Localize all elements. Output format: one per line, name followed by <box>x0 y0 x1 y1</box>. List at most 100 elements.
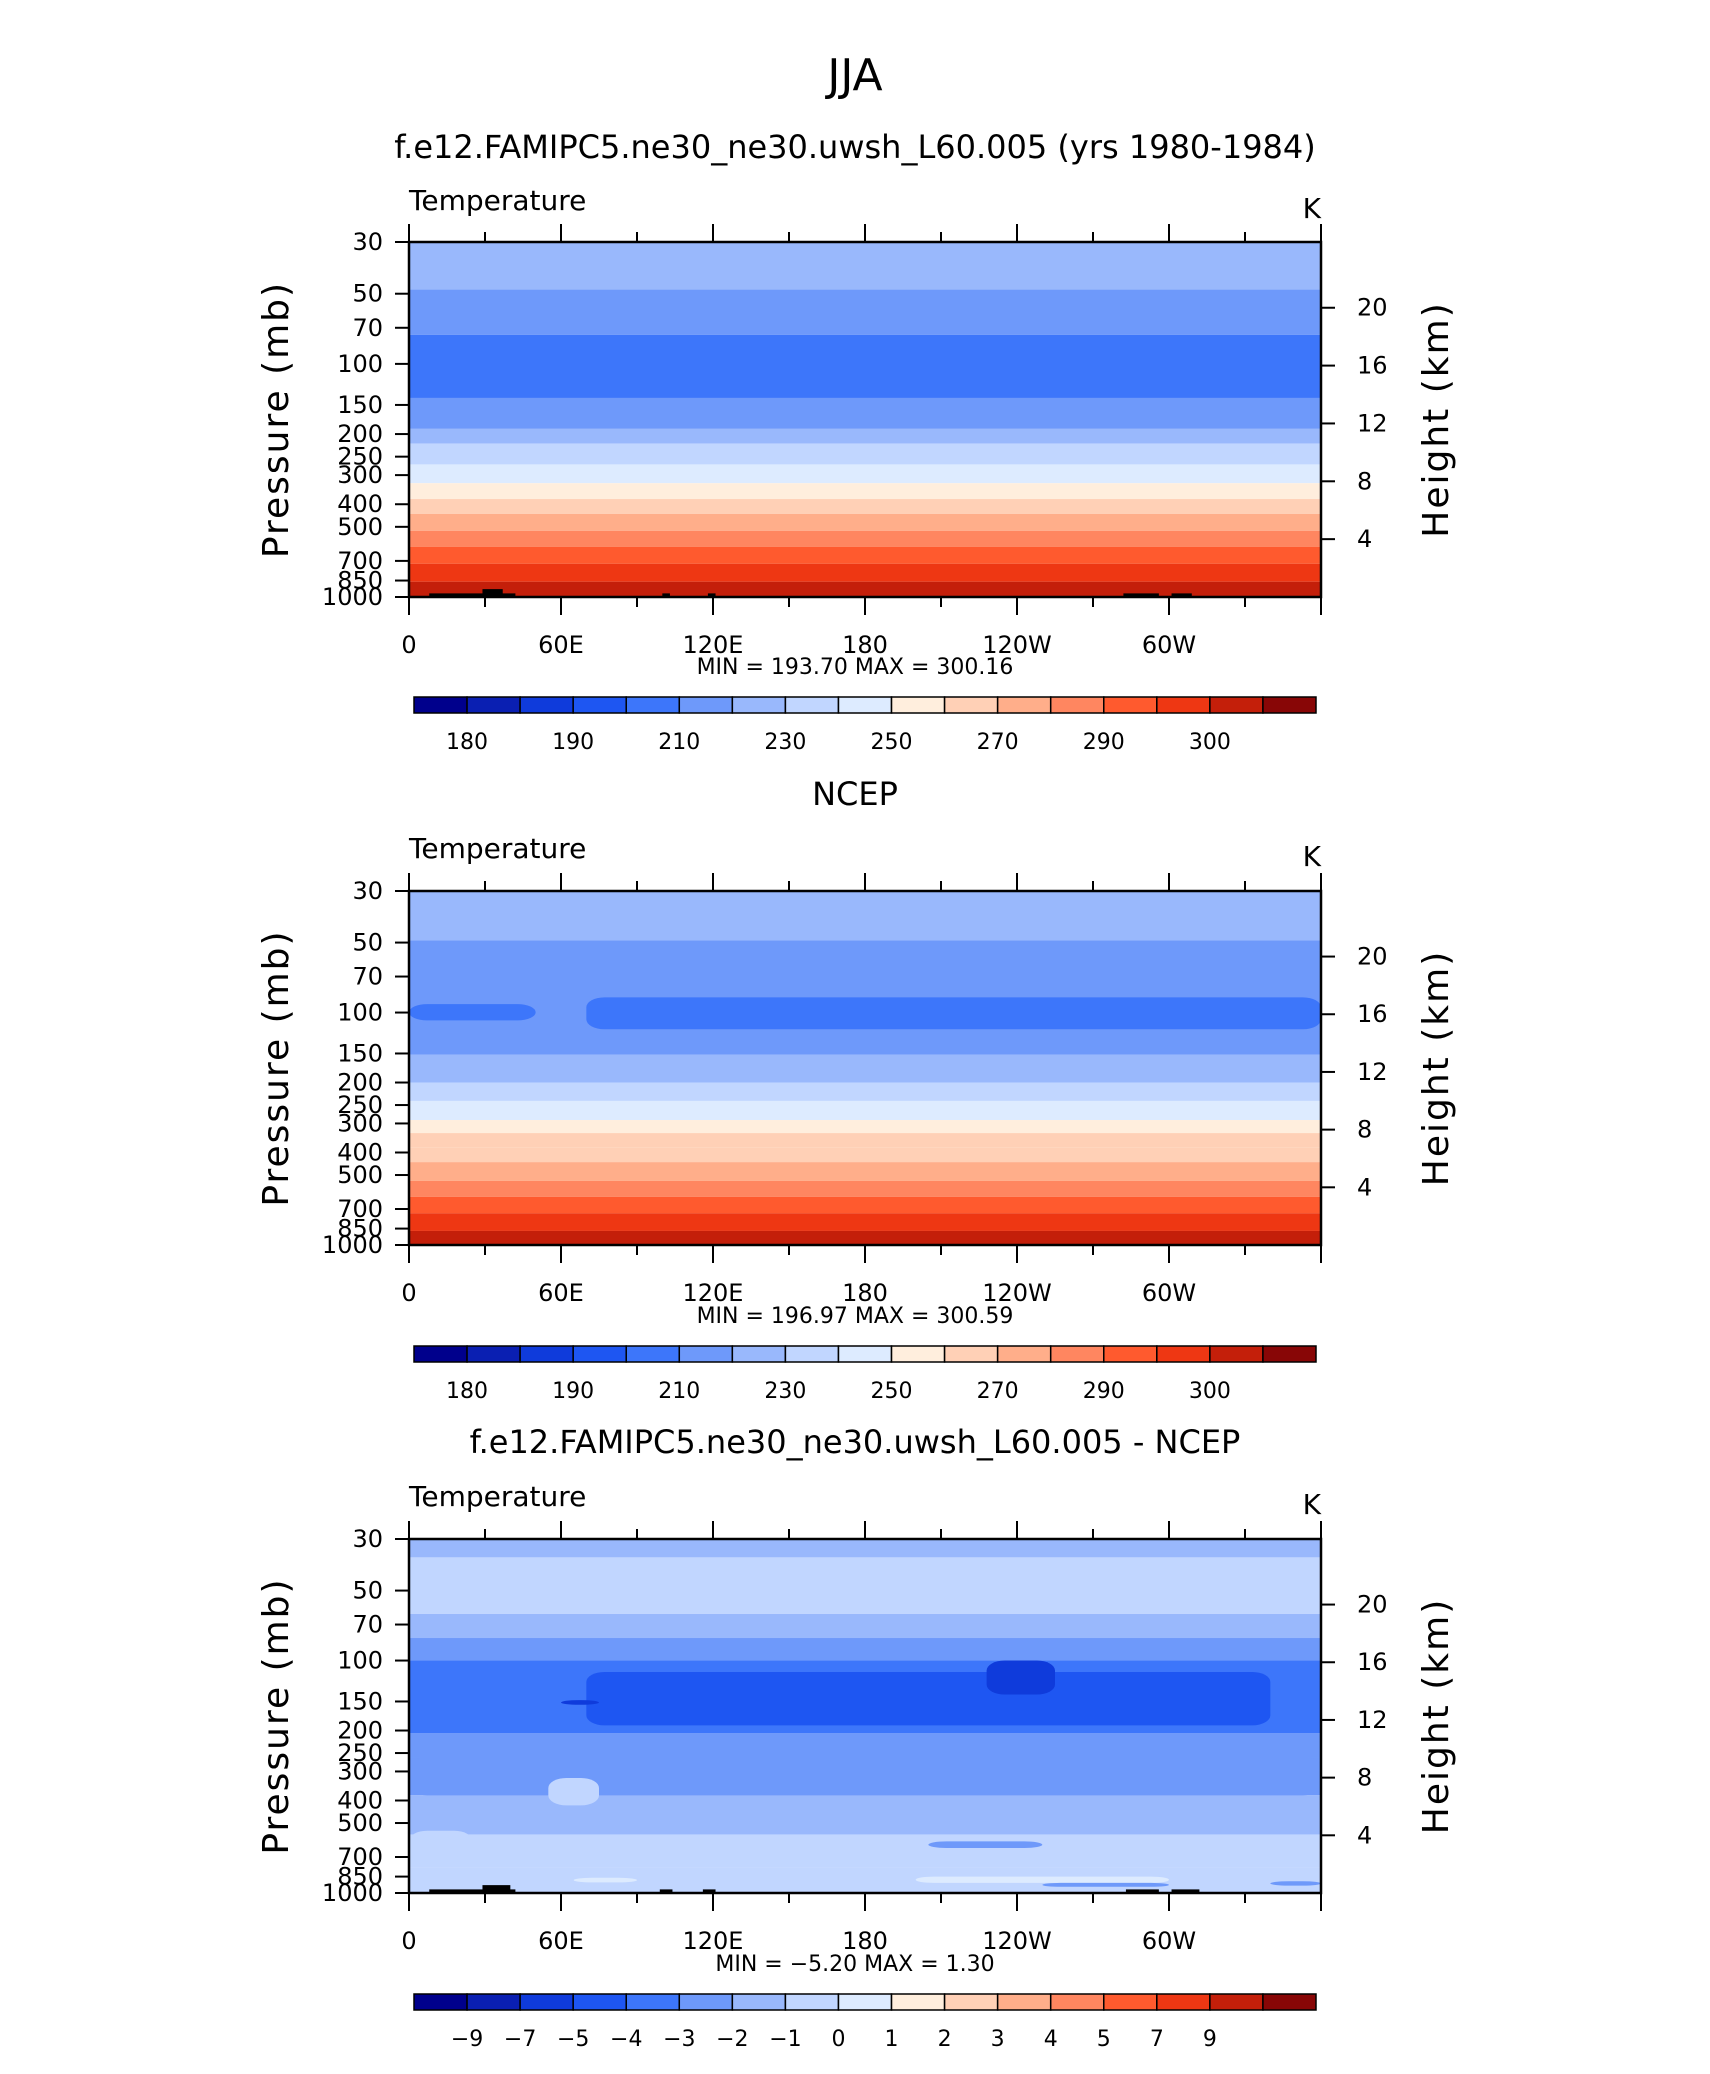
contour-band <box>409 334 1321 398</box>
topography-mask <box>659 1889 673 1893</box>
y2-tick-label: 20 <box>1357 1591 1388 1619</box>
x-tick-label: 60E <box>538 1279 584 1307</box>
topography-mask <box>482 589 503 597</box>
contour-band <box>409 513 1321 531</box>
contour-patch <box>586 1671 1271 1726</box>
colorbar-label: −9 <box>451 2027 483 2052</box>
colorbar-swatch <box>731 696 787 714</box>
x-tick-label: 120W <box>982 631 1052 659</box>
colorbar-swatch <box>413 1993 468 2011</box>
contour-patch <box>548 1777 599 1806</box>
y2-tick-label: 8 <box>1357 1764 1372 1792</box>
units-label: K <box>1303 840 1322 873</box>
colorbar-label: 230 <box>764 1379 806 1404</box>
colorbar-swatch <box>625 1345 681 1363</box>
panels: f.e12.FAMIPC5.ne30_ne30.uwsh_L60.005 (yr… <box>256 128 1457 2052</box>
y-tick-label: 50 <box>352 929 383 957</box>
topography-mask <box>482 1885 511 1893</box>
contour-band <box>409 581 1321 597</box>
colorbar-swatch <box>572 1345 627 1363</box>
colorbar-swatch <box>519 696 574 714</box>
colorbar-swatch <box>466 1993 521 2011</box>
y-tick-label: 70 <box>352 314 383 342</box>
contour-band <box>409 289 1321 335</box>
contour-band <box>409 1638 1321 1661</box>
x-tick-label: 120E <box>683 1279 744 1307</box>
x-tick-label: 180 <box>842 1927 888 1955</box>
panel-title: f.e12.FAMIPC5.ne30_ne30.uwsh_L60.005 (yr… <box>394 128 1316 166</box>
colorbar-label: 270 <box>977 730 1019 755</box>
colorbar-swatch <box>996 1993 1052 2011</box>
colorbar-label: 9 <box>1203 2027 1217 2052</box>
contour-patch <box>573 1877 637 1883</box>
contour-patch <box>1270 1881 1321 1886</box>
panel-1: f.e12.FAMIPC5.ne30_ne30.uwsh_L60.005 (yr… <box>256 128 1457 755</box>
contour-patch <box>409 1757 1321 1796</box>
contour-patch <box>915 1876 1169 1883</box>
plot-area <box>409 1539 1321 1893</box>
y-tick-label: 100 <box>337 999 383 1027</box>
colorbar-swatch <box>519 1345 574 1363</box>
contour-band <box>409 1733 1321 1758</box>
contour-band <box>409 1196 1321 1214</box>
colorbar-swatch <box>1156 1993 1211 2011</box>
y-tick-label: 30 <box>352 228 383 256</box>
panel-2: NCEP Temperature K 0 60E 120E 180 120W 60W 30 50 70… <box>256 775 1457 1404</box>
colorbar-label: −1 <box>769 2027 801 2052</box>
contour-band <box>409 397 1321 429</box>
colorbar-swatch <box>1156 696 1211 714</box>
colorbar-swatch <box>625 1993 681 2011</box>
colorbar-swatch <box>678 696 734 714</box>
y-tick-label: 300 <box>337 1757 383 1785</box>
contour-band <box>409 1557 1321 1614</box>
y-axis-title: Pressure (mb) <box>256 1577 297 1854</box>
panel-title: f.e12.FAMIPC5.ne30_ne30.uwsh_L60.005 - N… <box>470 1423 1241 1461</box>
colorbar-swatch <box>1209 696 1264 714</box>
y2-axis-title: Height (km) <box>1416 1598 1457 1834</box>
y-tick-label: 200 <box>337 1717 383 1745</box>
units-label: K <box>1303 1488 1322 1521</box>
topography-mask <box>662 593 670 597</box>
topography-mask <box>1171 1889 1200 1893</box>
y-tick-label: 500 <box>337 513 383 541</box>
colorbar-label: 230 <box>764 730 806 755</box>
topography-mask <box>1171 593 1192 597</box>
y-tick-label: 50 <box>352 280 383 308</box>
colorbar-swatch <box>890 696 946 714</box>
colorbar-swatch <box>1262 696 1317 714</box>
y2-tick-label: 20 <box>1357 294 1388 322</box>
contour-patch <box>928 1841 1043 1848</box>
colorbar-swatch <box>1049 1993 1105 2011</box>
y2-axis-title: Height (km) <box>1416 950 1457 1186</box>
colorbar-swatch <box>678 1993 734 2011</box>
x-tick-label: 0 <box>401 631 416 659</box>
colorbar-swatch <box>466 1345 521 1363</box>
contour-patch <box>409 1004 536 1021</box>
x-tick-label: 120W <box>982 1279 1052 1307</box>
min-max-label: MIN = 196.97 MAX = 300.59 <box>697 1304 1014 1329</box>
y-tick-label: 250 <box>337 1091 383 1119</box>
contour-patch <box>1042 1882 1169 1887</box>
x-tick-label: 120W <box>982 1927 1052 1955</box>
colorbar-swatch <box>678 1345 734 1363</box>
colorbar-label: 7 <box>1150 2027 1164 2052</box>
topography-mask <box>429 593 516 597</box>
colorbar-swatch <box>519 1993 574 2011</box>
y2-tick-label: 16 <box>1357 1648 1388 1676</box>
y-tick-label: 150 <box>337 391 383 419</box>
y-tick-label: 400 <box>337 1786 383 1814</box>
colorbar-label: −4 <box>610 2027 642 2052</box>
contour-band <box>409 1054 1321 1083</box>
y-tick-label: 700 <box>337 547 383 575</box>
contour-patch <box>409 1830 473 1857</box>
contour-band <box>409 428 1321 444</box>
colorbar-swatch <box>1103 1993 1158 2011</box>
x-tick-label: 60W <box>1142 631 1196 659</box>
y2-tick-label: 12 <box>1357 1058 1388 1086</box>
contour-band <box>409 1213 1321 1231</box>
colorbar-swatch <box>1049 696 1105 714</box>
y-tick-label: 700 <box>337 1843 383 1871</box>
colorbar-swatch <box>784 1993 840 2011</box>
colorbar-swatch <box>1209 1993 1264 2011</box>
y2-tick-label: 4 <box>1357 1821 1372 1849</box>
